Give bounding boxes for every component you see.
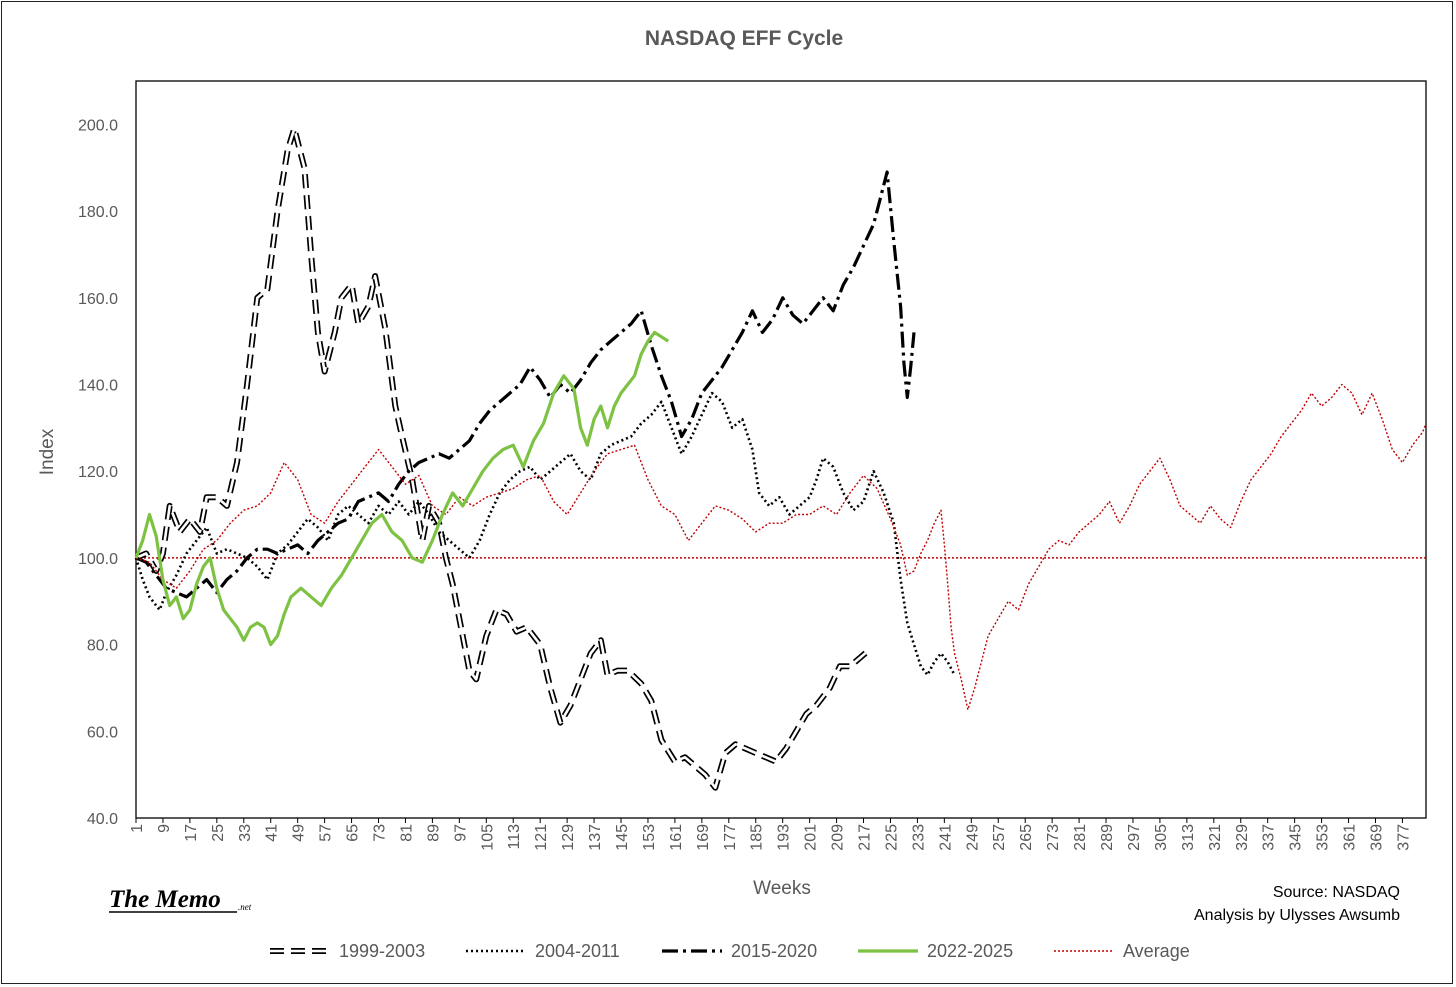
series-2015-2020 (135, 170, 916, 599)
y-tick-label: 200.0 (78, 117, 118, 134)
x-tick-label: 257 (991, 824, 1008, 851)
x-tick-label: 121 (533, 824, 550, 851)
x-tick-label: 113 (506, 824, 523, 850)
x-tick-label: 137 (587, 824, 604, 851)
series-line (135, 170, 916, 599)
legend-label: 2015-2020 (731, 941, 817, 961)
series-line (135, 127, 872, 789)
x-tick-label: 33 (237, 824, 254, 842)
x-tick-label: 193 (776, 824, 793, 851)
y-tick-label: 60.0 (87, 724, 118, 741)
legend-label: 2022-2025 (927, 941, 1013, 961)
x-tick-label: 321 (1207, 824, 1224, 851)
y-axis-label: Index (37, 428, 58, 475)
x-tick-label: 105 (479, 824, 496, 851)
legend: 1999-2003 2004-2011 2015-2020 2022-2025 Aver… (270, 941, 1190, 961)
analysis-credit: Analysis by Ulysses Awsumb (1194, 907, 1400, 924)
logo-suffix: .net (238, 902, 252, 912)
legend-item: 1999-2003 (270, 941, 425, 961)
x-tick-label: 201 (803, 824, 820, 851)
x-tick-label: 217 (857, 824, 874, 851)
logo-text: The Memo (109, 886, 221, 913)
x-tick-label: 89 (425, 824, 442, 842)
x-tick-label: 1 (129, 824, 146, 833)
x-tick-label: 297 (1126, 824, 1143, 851)
series-Average (135, 383, 1427, 711)
x-tick-label: 17 (183, 824, 200, 842)
x-tick-label: 313 (1180, 824, 1197, 851)
x-tick-label: 249 (964, 824, 981, 851)
the-memo-logo: The Memo .net (109, 886, 252, 913)
chart-title: NASDAQ EFF Cycle (645, 27, 843, 50)
x-tick-label: 361 (1342, 824, 1359, 851)
x-tick-label: 25 (210, 824, 227, 842)
source-line: Source: NASDAQ (1273, 884, 1400, 901)
x-tick-label: 289 (1099, 824, 1116, 851)
y-tick-label: 140.0 (78, 377, 118, 394)
x-tick-label: 353 (1315, 824, 1332, 851)
legend-label: Average (1123, 941, 1190, 961)
x-tick-label: 241 (937, 824, 954, 851)
x-tick-label: 225 (883, 824, 900, 851)
legend-item: 2022-2025 (858, 941, 1013, 961)
series-line (134, 330, 670, 647)
y-tick-label: 40.0 (87, 811, 118, 828)
series-line (134, 391, 956, 677)
x-tick-label: 345 (1288, 824, 1305, 851)
x-tick-label: 145 (614, 824, 631, 851)
plot-area (135, 80, 1427, 819)
x-tick-label: 65 (345, 824, 362, 842)
x-tick-label: 97 (452, 824, 469, 842)
series-1999-2003 (134, 125, 873, 791)
x-tick-label: 209 (830, 824, 847, 851)
series-layer (134, 125, 1427, 791)
x-tick-label: 369 (1368, 824, 1385, 851)
legend-item: 2004-2011 (466, 941, 620, 961)
legend-label: 1999-2003 (339, 941, 425, 961)
series-2022-2025 (134, 330, 670, 647)
x-tick-label: 265 (1018, 824, 1035, 851)
x-tick-label: 337 (1261, 824, 1278, 851)
x-axis-ticks: 1 9 17 25 33 41 49 57 65 73 81 89 97 105 113 121 129 137 1… (129, 818, 1412, 851)
x-tick-label: 305 (1153, 824, 1170, 851)
y-tick-label: 80.0 (87, 638, 118, 655)
x-tick-label: 281 (1072, 824, 1089, 851)
y-tick-label: 100.0 (78, 551, 118, 568)
legend-item: Average (1054, 941, 1190, 961)
x-tick-label: 185 (749, 824, 766, 851)
y-tick-label: 120.0 (78, 464, 118, 481)
x-tick-label: 273 (1045, 824, 1062, 851)
y-tick-label: 180.0 (78, 204, 118, 221)
x-tick-label: 169 (695, 824, 712, 851)
x-axis-label: Weeks (753, 878, 811, 899)
x-tick-label: 129 (560, 824, 577, 851)
x-tick-label: 57 (318, 824, 335, 842)
y-tick-label: 160.0 (78, 291, 118, 308)
x-tick-label: 153 (641, 824, 658, 851)
legend-item: 2015-2020 (662, 941, 817, 961)
x-tick-label: 377 (1395, 824, 1412, 851)
x-tick-label: 233 (910, 824, 927, 851)
x-tick-label: 329 (1234, 824, 1251, 851)
legend-label: 2004-2011 (535, 941, 620, 961)
x-tick-label: 161 (668, 824, 685, 851)
x-tick-label: 9 (156, 824, 173, 833)
x-tick-label: 81 (398, 824, 415, 842)
x-tick-label: 73 (372, 824, 389, 842)
series-line (135, 383, 1427, 711)
series-line (134, 125, 873, 791)
x-tick-label: 49 (291, 824, 308, 842)
x-tick-label: 177 (722, 824, 739, 851)
series-2004-2011 (134, 391, 956, 677)
y-axis-ticks: 40.0 60.0 80.0 100.0 120.0 140.0 160.0 180.0 200… (78, 117, 118, 828)
x-tick-label: 41 (264, 824, 281, 842)
